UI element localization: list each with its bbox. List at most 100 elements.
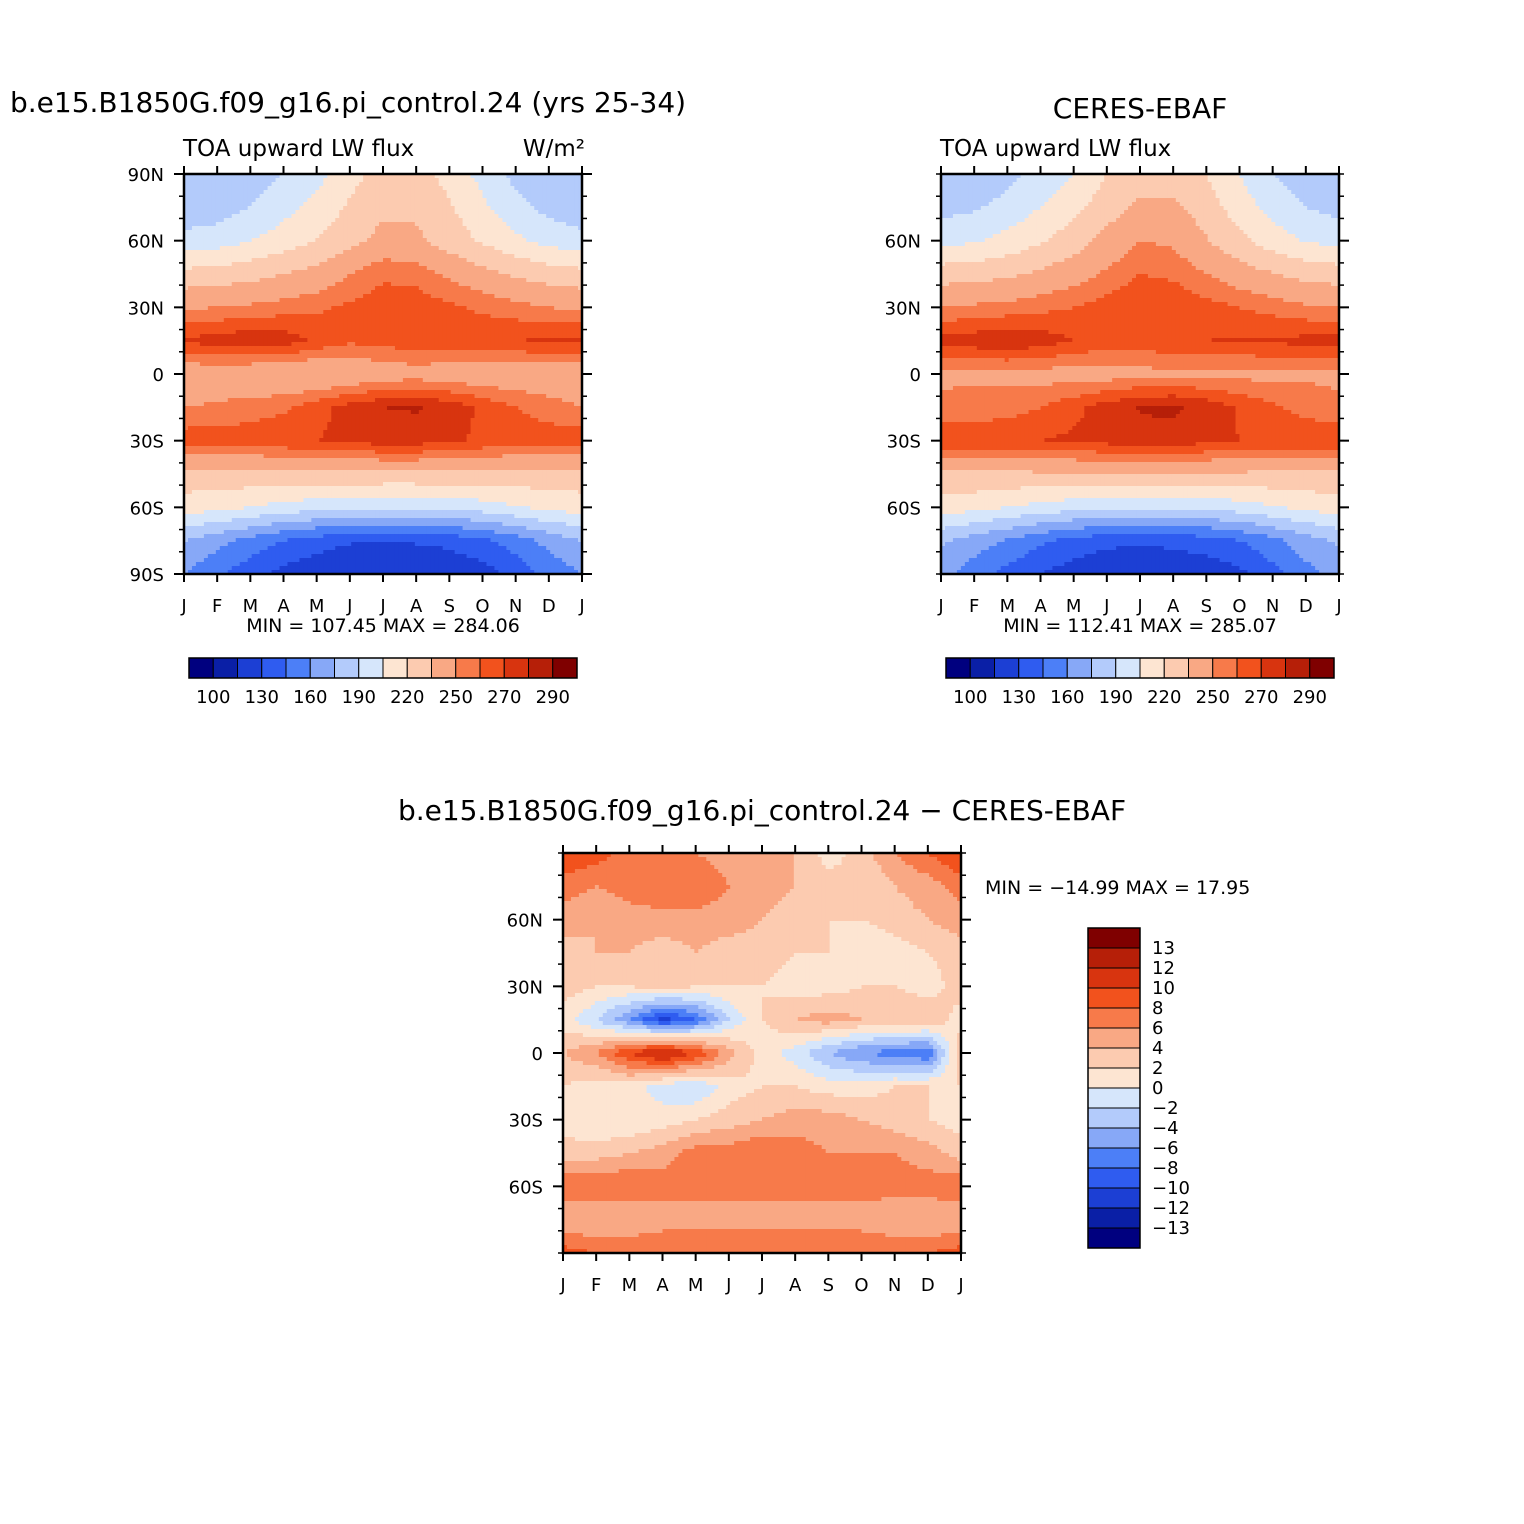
contour-cell	[570, 338, 575, 343]
contour-cell	[319, 290, 324, 295]
contour-cell	[451, 278, 456, 283]
contour-cell	[272, 210, 277, 215]
contour-cell	[514, 298, 519, 303]
contour-cell	[566, 258, 571, 263]
contour-cell	[355, 278, 360, 283]
contour-cell	[526, 266, 531, 271]
contour-cell	[467, 294, 472, 299]
contour-cell	[256, 210, 261, 215]
contour-cell	[224, 262, 229, 267]
contour-cell	[351, 326, 356, 331]
contour-cell	[367, 238, 372, 243]
contour-cell	[299, 278, 304, 283]
contour-cell	[518, 314, 523, 319]
contour-cell	[423, 294, 428, 299]
contour-cell	[415, 330, 420, 335]
contour-cell	[427, 270, 432, 275]
contour-cell	[367, 306, 372, 311]
contour-cell	[224, 338, 229, 343]
contour-cell	[423, 314, 428, 319]
contour-cell	[355, 366, 360, 371]
contour-cell	[522, 178, 527, 183]
contour-cell	[256, 370, 261, 375]
contour-cell	[479, 294, 484, 299]
contour-cell	[435, 350, 440, 355]
contour-cell	[236, 202, 241, 207]
contour-cell	[303, 330, 308, 335]
contour-cell	[459, 178, 464, 183]
contour-cell	[256, 242, 261, 247]
contour-cell	[220, 222, 225, 227]
contour-cell	[558, 334, 563, 339]
contour-cell	[311, 294, 316, 299]
contour-cell	[403, 230, 408, 235]
contour-cell	[558, 250, 563, 255]
contour-cell	[455, 258, 460, 263]
contour-cell	[471, 210, 476, 215]
contour-cell	[208, 250, 213, 255]
contour-cell	[248, 358, 253, 363]
contour-cell	[534, 334, 539, 339]
contour-cell	[467, 362, 472, 367]
contour-cell	[212, 266, 217, 271]
contour-cell	[566, 186, 571, 191]
contour-cell	[252, 346, 257, 351]
contour-cell	[510, 354, 515, 359]
contour-cell	[359, 330, 364, 335]
contour-cell	[188, 334, 193, 339]
contour-cell	[339, 334, 344, 339]
contour-cell	[335, 222, 340, 227]
contour-cell	[240, 234, 245, 239]
contour-cell	[498, 362, 503, 367]
contour-cell	[319, 214, 324, 219]
contour-cell	[311, 230, 316, 235]
contour-cell	[435, 326, 440, 331]
contour-cell	[538, 202, 543, 207]
contour-cell	[244, 234, 249, 239]
contour-cell	[327, 242, 332, 247]
contour-cell	[554, 210, 559, 215]
contour-cell	[502, 306, 507, 311]
contour-cell	[494, 290, 499, 295]
contour-cell	[554, 338, 559, 343]
contour-cell	[502, 182, 507, 187]
contour-cell	[363, 338, 368, 343]
contour-cell	[363, 262, 368, 267]
contour-cell	[570, 306, 575, 311]
contour-cell	[407, 202, 412, 207]
contour-cell	[546, 338, 551, 343]
contour-cell	[307, 306, 312, 311]
contour-cell	[291, 318, 296, 323]
contour-cell	[415, 346, 420, 351]
contour-cell	[447, 198, 452, 203]
contour-cell	[355, 250, 360, 255]
contour-cell	[475, 214, 480, 219]
contour-cell	[550, 210, 555, 215]
contour-cell	[451, 294, 456, 299]
contour-cell	[339, 206, 344, 211]
contour-cell	[307, 338, 312, 343]
contour-cell	[252, 206, 257, 211]
contour-cell	[284, 238, 289, 243]
contour-cell	[447, 326, 452, 331]
contour-cell	[399, 298, 404, 303]
contour-cell	[574, 346, 579, 351]
contour-cell	[447, 218, 452, 223]
contour-cell	[327, 230, 332, 235]
contour-cell	[447, 286, 452, 291]
contour-cell	[498, 198, 503, 203]
contour-cell	[303, 354, 308, 359]
contour-cell	[196, 182, 201, 187]
contour-cell	[272, 294, 277, 299]
contour-cell	[455, 206, 460, 211]
contour-cell	[530, 202, 535, 207]
contour-cell	[335, 254, 340, 259]
contour-cell	[510, 350, 515, 355]
contour-cell	[439, 182, 444, 187]
contour-cell	[335, 270, 340, 275]
contour-cell	[268, 226, 273, 231]
contour-cell	[216, 346, 221, 351]
contour-cell	[550, 182, 555, 187]
contour-cell	[375, 370, 380, 375]
contour-cell	[443, 342, 448, 347]
